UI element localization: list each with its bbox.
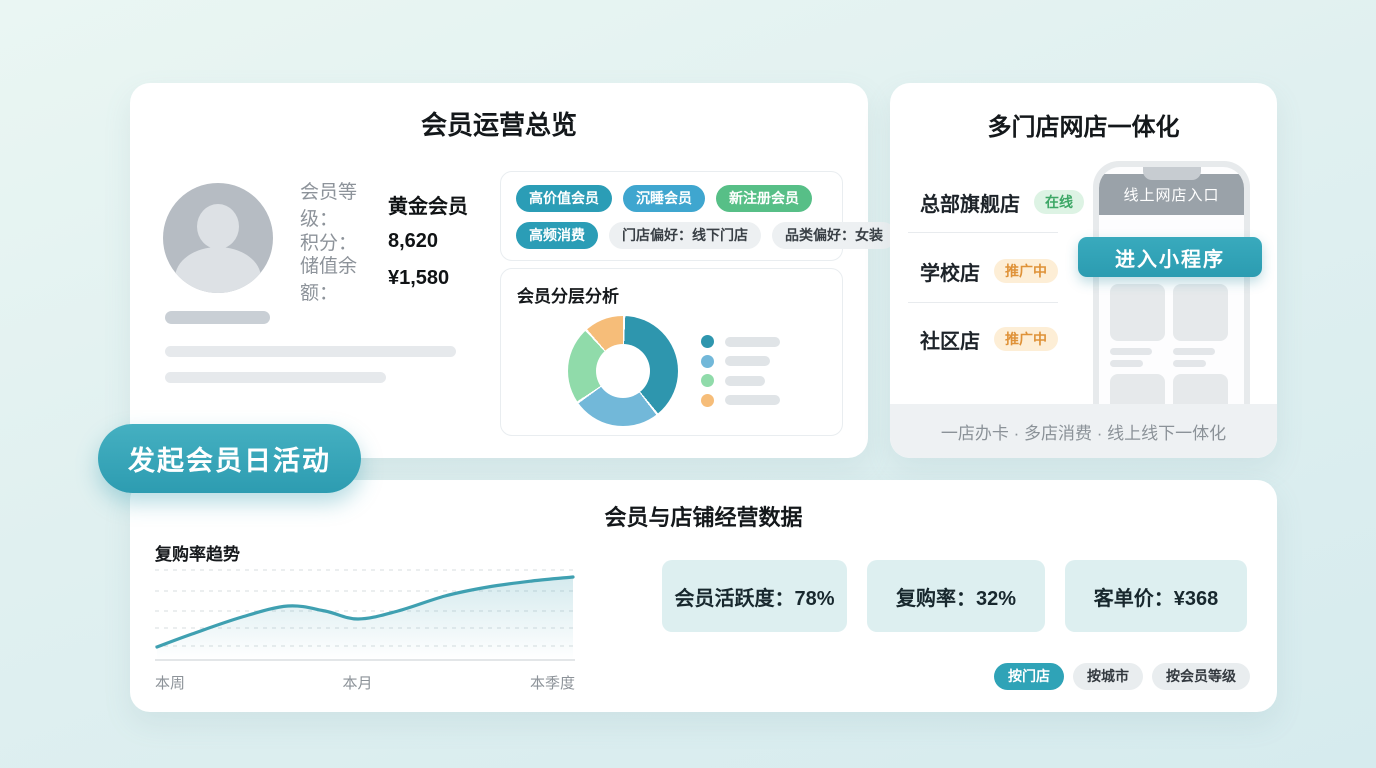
status-badge-promoting: 推广中 [994, 259, 1058, 283]
store-name: 学校店 [920, 262, 980, 285]
divider [908, 302, 1058, 303]
x-tick-month: 本月 [342, 675, 373, 692]
member-balance-label: 储值余额： [300, 256, 358, 304]
status-badge-promoting: 推广中 [994, 327, 1058, 351]
member-overview-title: 会员运营总览 [420, 110, 577, 140]
text-placeholder [1110, 348, 1152, 355]
member-points-row: 积分： 8,620 [300, 227, 438, 255]
legend-item [701, 393, 780, 407]
tag-dormant: 沉睡会员 [623, 185, 705, 212]
text-placeholder [1110, 360, 1143, 367]
segmentation-donut-chart [568, 316, 678, 426]
multi-store-card: 多门店网店一体化 总部旗舰店 在线 学校店 推广中 社区店 推广中 线上网店入口… [890, 83, 1277, 458]
business-data-title: 会员与店铺经营数据 [604, 505, 803, 530]
store-row-community: 社区店 推广中 [920, 323, 1058, 355]
business-data-card: 会员与店铺经营数据 复购率趋势 本周 本月 本季度 会员活跃度：78% 复购率：… [130, 480, 1277, 712]
store-name: 总部旗舰店 [920, 193, 1020, 216]
divider [908, 232, 1058, 233]
filter-by-member-level[interactable]: 按会员等级 [1152, 663, 1250, 690]
member-avatar [163, 183, 273, 293]
member-overview-card: 会员运营总览 会员等级： 黄金会员 积分： 8,620 储值余额： ¥1,580… [130, 83, 896, 458]
phone-notch [1142, 167, 1201, 180]
member-points-value: 8,620 [388, 229, 439, 252]
legend-label-placeholder [725, 375, 765, 386]
x-tick-quarter: 本季度 [529, 675, 575, 692]
legend-label-placeholder [725, 356, 770, 366]
stats-row: 会员活跃度：78% 复购率：32% 客单价：¥368 [662, 560, 1247, 632]
member-level-label: 会员等级： [300, 182, 358, 230]
placeholder-bar [165, 372, 386, 383]
legend-dot [701, 374, 714, 387]
tag-category-preference: 品类偏好：女装 [772, 222, 896, 249]
legend-item [701, 354, 780, 368]
avatar-person-icon [175, 247, 261, 293]
segmentation-title: 会员分层分析 [517, 287, 619, 306]
tag-high-frequency: 高频消费 [516, 222, 598, 249]
placeholder-bar [165, 346, 456, 357]
store-row-school: 学校店 推广中 [920, 255, 1058, 287]
donut-hole [596, 344, 650, 398]
member-tags-panel: 高价值会员 沉睡会员 新注册会员 高频消费 门店偏好：线下门店 品类偏好：女装 [500, 171, 896, 261]
member-segmentation-panel: 会员分层分析 [500, 268, 843, 436]
trend-x-axis: 本周 本月 本季度 [155, 672, 575, 693]
filter-pills: 按门店 按城市 按会员等级 [994, 663, 1250, 690]
tag-store-preference: 门店偏好：线下门店 [609, 222, 761, 249]
launch-member-day-button[interactable]: 发起会员日活动 [98, 424, 361, 493]
tag-high-value: 高价值会员 [516, 185, 612, 212]
phone-screen: 线上网店入口 [1099, 167, 1244, 425]
legend-item [701, 374, 780, 387]
multi-store-title: 多门店网店一体化 [987, 114, 1180, 141]
enter-miniprogram-button[interactable]: 进入小程序 [1078, 237, 1262, 277]
avatar-person-icon [197, 204, 239, 249]
repurchase-trend-chart [155, 569, 575, 661]
store-name: 社区店 [920, 330, 980, 353]
member-points-label: 积分： [300, 232, 358, 254]
filter-by-city[interactable]: 按城市 [1073, 663, 1143, 690]
phone-mockup: 线上网店入口 [1093, 161, 1250, 431]
tag-row: 高频消费 门店偏好：线下门店 品类偏好：女装 [516, 222, 896, 249]
x-tick-week: 本周 [155, 675, 186, 692]
tag-row: 高价值会员 沉睡会员 新注册会员 [516, 185, 827, 212]
store-row-hq: 总部旗舰店 在线 [920, 186, 1084, 218]
placeholder-bar [165, 311, 270, 324]
member-balance-row: 储值余额： ¥1,580 [300, 256, 450, 304]
online-store-entry-header: 线上网店入口 [1099, 174, 1244, 215]
legend-dot [701, 354, 714, 368]
tag-new-registered: 新注册会员 [716, 185, 812, 212]
stat-average-order: 客单价：¥368 [1065, 560, 1247, 632]
text-placeholder [1173, 348, 1215, 355]
legend-label-placeholder [725, 395, 780, 405]
stat-repurchase-rate: 复购率：32% [867, 560, 1045, 632]
stat-member-activity: 会员活跃度：78% [662, 560, 847, 632]
legend-label-placeholder [725, 336, 780, 347]
legend-dot [701, 393, 714, 407]
legend-dot [701, 335, 714, 348]
filter-by-store[interactable]: 按门店 [994, 663, 1064, 690]
member-balance-value: ¥1,580 [388, 266, 450, 289]
status-badge-online: 在线 [1034, 190, 1084, 214]
product-placeholder [1110, 284, 1165, 341]
legend-item [701, 335, 780, 348]
donut-legend [701, 335, 780, 413]
member-level-value: 黄金会员 [388, 195, 468, 218]
repurchase-trend-title: 复购率趋势 [155, 545, 240, 564]
stores-footer-tagline: 一店办卡 · 多店消费 · 线上线下一体化 [890, 404, 1277, 458]
text-placeholder [1173, 360, 1206, 367]
member-level-row: 会员等级： 黄金会员 [300, 182, 468, 230]
product-placeholder [1173, 284, 1228, 341]
